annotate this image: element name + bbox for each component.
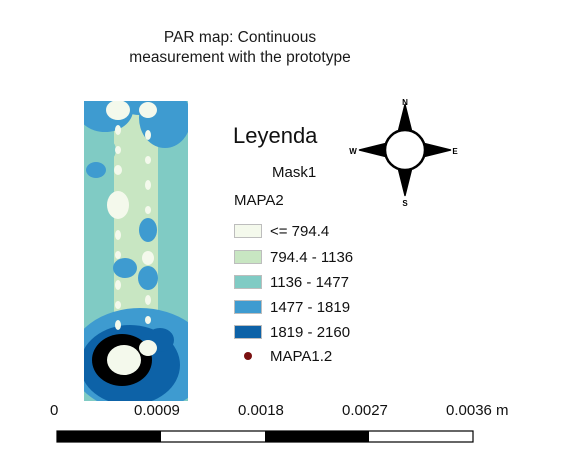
par-zone-top-low-2 xyxy=(139,102,157,118)
legend-swatch xyxy=(234,325,262,339)
scale-tick-1: 0.0009 xyxy=(134,402,180,419)
east-arrow-icon xyxy=(422,142,452,158)
scale-tick-3: 0.0027 xyxy=(342,402,388,419)
track-blob xyxy=(115,230,121,240)
scale-tick-0: 0 xyxy=(50,402,59,419)
track-blob xyxy=(145,156,151,164)
legend-label: <= 794.4 xyxy=(270,222,330,240)
scale-bar-segment-1 xyxy=(57,431,161,442)
legend-row-class-3: 1136 - 1477 xyxy=(234,273,349,291)
legend-row-class-2: 794.4 - 1136 xyxy=(234,248,353,266)
legend-label: 1136 - 1477 xyxy=(270,273,349,291)
track-blob xyxy=(145,180,151,190)
scale-bar-segment-3 xyxy=(265,431,369,442)
track-blob xyxy=(115,251,121,259)
track-blob xyxy=(145,206,151,214)
legend-point-symbol xyxy=(234,352,262,360)
legend-swatch xyxy=(234,300,262,314)
south-arrow-icon xyxy=(397,167,413,197)
compass-rose: N S E W xyxy=(349,98,458,208)
legend-heading: Leyenda xyxy=(233,123,318,148)
track-blob xyxy=(115,146,121,154)
track-blob xyxy=(114,165,122,175)
legend-row-points: MAPA1.2 xyxy=(234,347,332,365)
west-arrow-icon xyxy=(358,142,388,158)
legend-label: 1819 - 2160 xyxy=(270,323,351,341)
measurement-track-left xyxy=(114,125,122,330)
legend-row-class-1: <= 794.4 xyxy=(234,222,329,240)
map-title-line-1: PAR map: Continuous xyxy=(163,29,317,46)
par-zone-left-spot xyxy=(113,258,137,278)
compass-ring xyxy=(383,128,427,172)
track-blob xyxy=(145,316,151,324)
north-label: N xyxy=(402,98,408,107)
legend-raster-layer: MAPA2 xyxy=(234,192,284,209)
track-blob xyxy=(115,320,121,330)
legend-row-class-4: 1477 - 1819 xyxy=(234,298,350,316)
north-arrow-icon xyxy=(397,103,413,133)
track-blob xyxy=(115,125,121,135)
track-blob xyxy=(115,280,121,290)
scale-bar xyxy=(56,430,474,443)
par-zone-bottom-low xyxy=(107,345,141,375)
legend-label: MAPA1.2 xyxy=(270,347,333,365)
par-zone-mid-low-2 xyxy=(142,251,154,265)
par-zone-right-spot xyxy=(138,266,158,290)
point-dot-icon xyxy=(244,352,252,360)
par-zone-top-low xyxy=(106,101,130,120)
legend-row-class-5: 1819 - 2160 xyxy=(234,323,350,341)
measurement-track-right xyxy=(145,130,151,324)
legend-mask-layer: Mask1 xyxy=(272,164,317,181)
east-label: E xyxy=(452,147,458,156)
par-zone-bottom-low-2 xyxy=(139,340,157,356)
par-zone-left-mid xyxy=(84,136,116,164)
scale-tick-4: 0.0036 m xyxy=(446,402,509,419)
map-title-line-2: measurement with the prototype xyxy=(129,49,351,66)
legend-swatch xyxy=(234,250,262,264)
legend-swatch xyxy=(234,275,262,289)
map-title: PAR map: Continuous measurement with the… xyxy=(80,28,400,68)
track-blob xyxy=(145,295,151,305)
par-zone-mid-low xyxy=(107,191,129,219)
legend-label: 794.4 - 1136 xyxy=(270,248,354,266)
legend-swatch xyxy=(234,224,262,238)
track-blob xyxy=(115,301,121,309)
par-zone-left-mid-2 xyxy=(86,162,106,178)
south-label: S xyxy=(402,199,408,208)
track-blob xyxy=(145,130,151,140)
west-label: W xyxy=(349,147,357,156)
par-raster xyxy=(84,101,188,401)
legend-label: 1477 - 1819 xyxy=(270,298,351,316)
par-zone-center-spot xyxy=(139,218,157,242)
scale-tick-2: 0.0018 xyxy=(238,402,284,419)
